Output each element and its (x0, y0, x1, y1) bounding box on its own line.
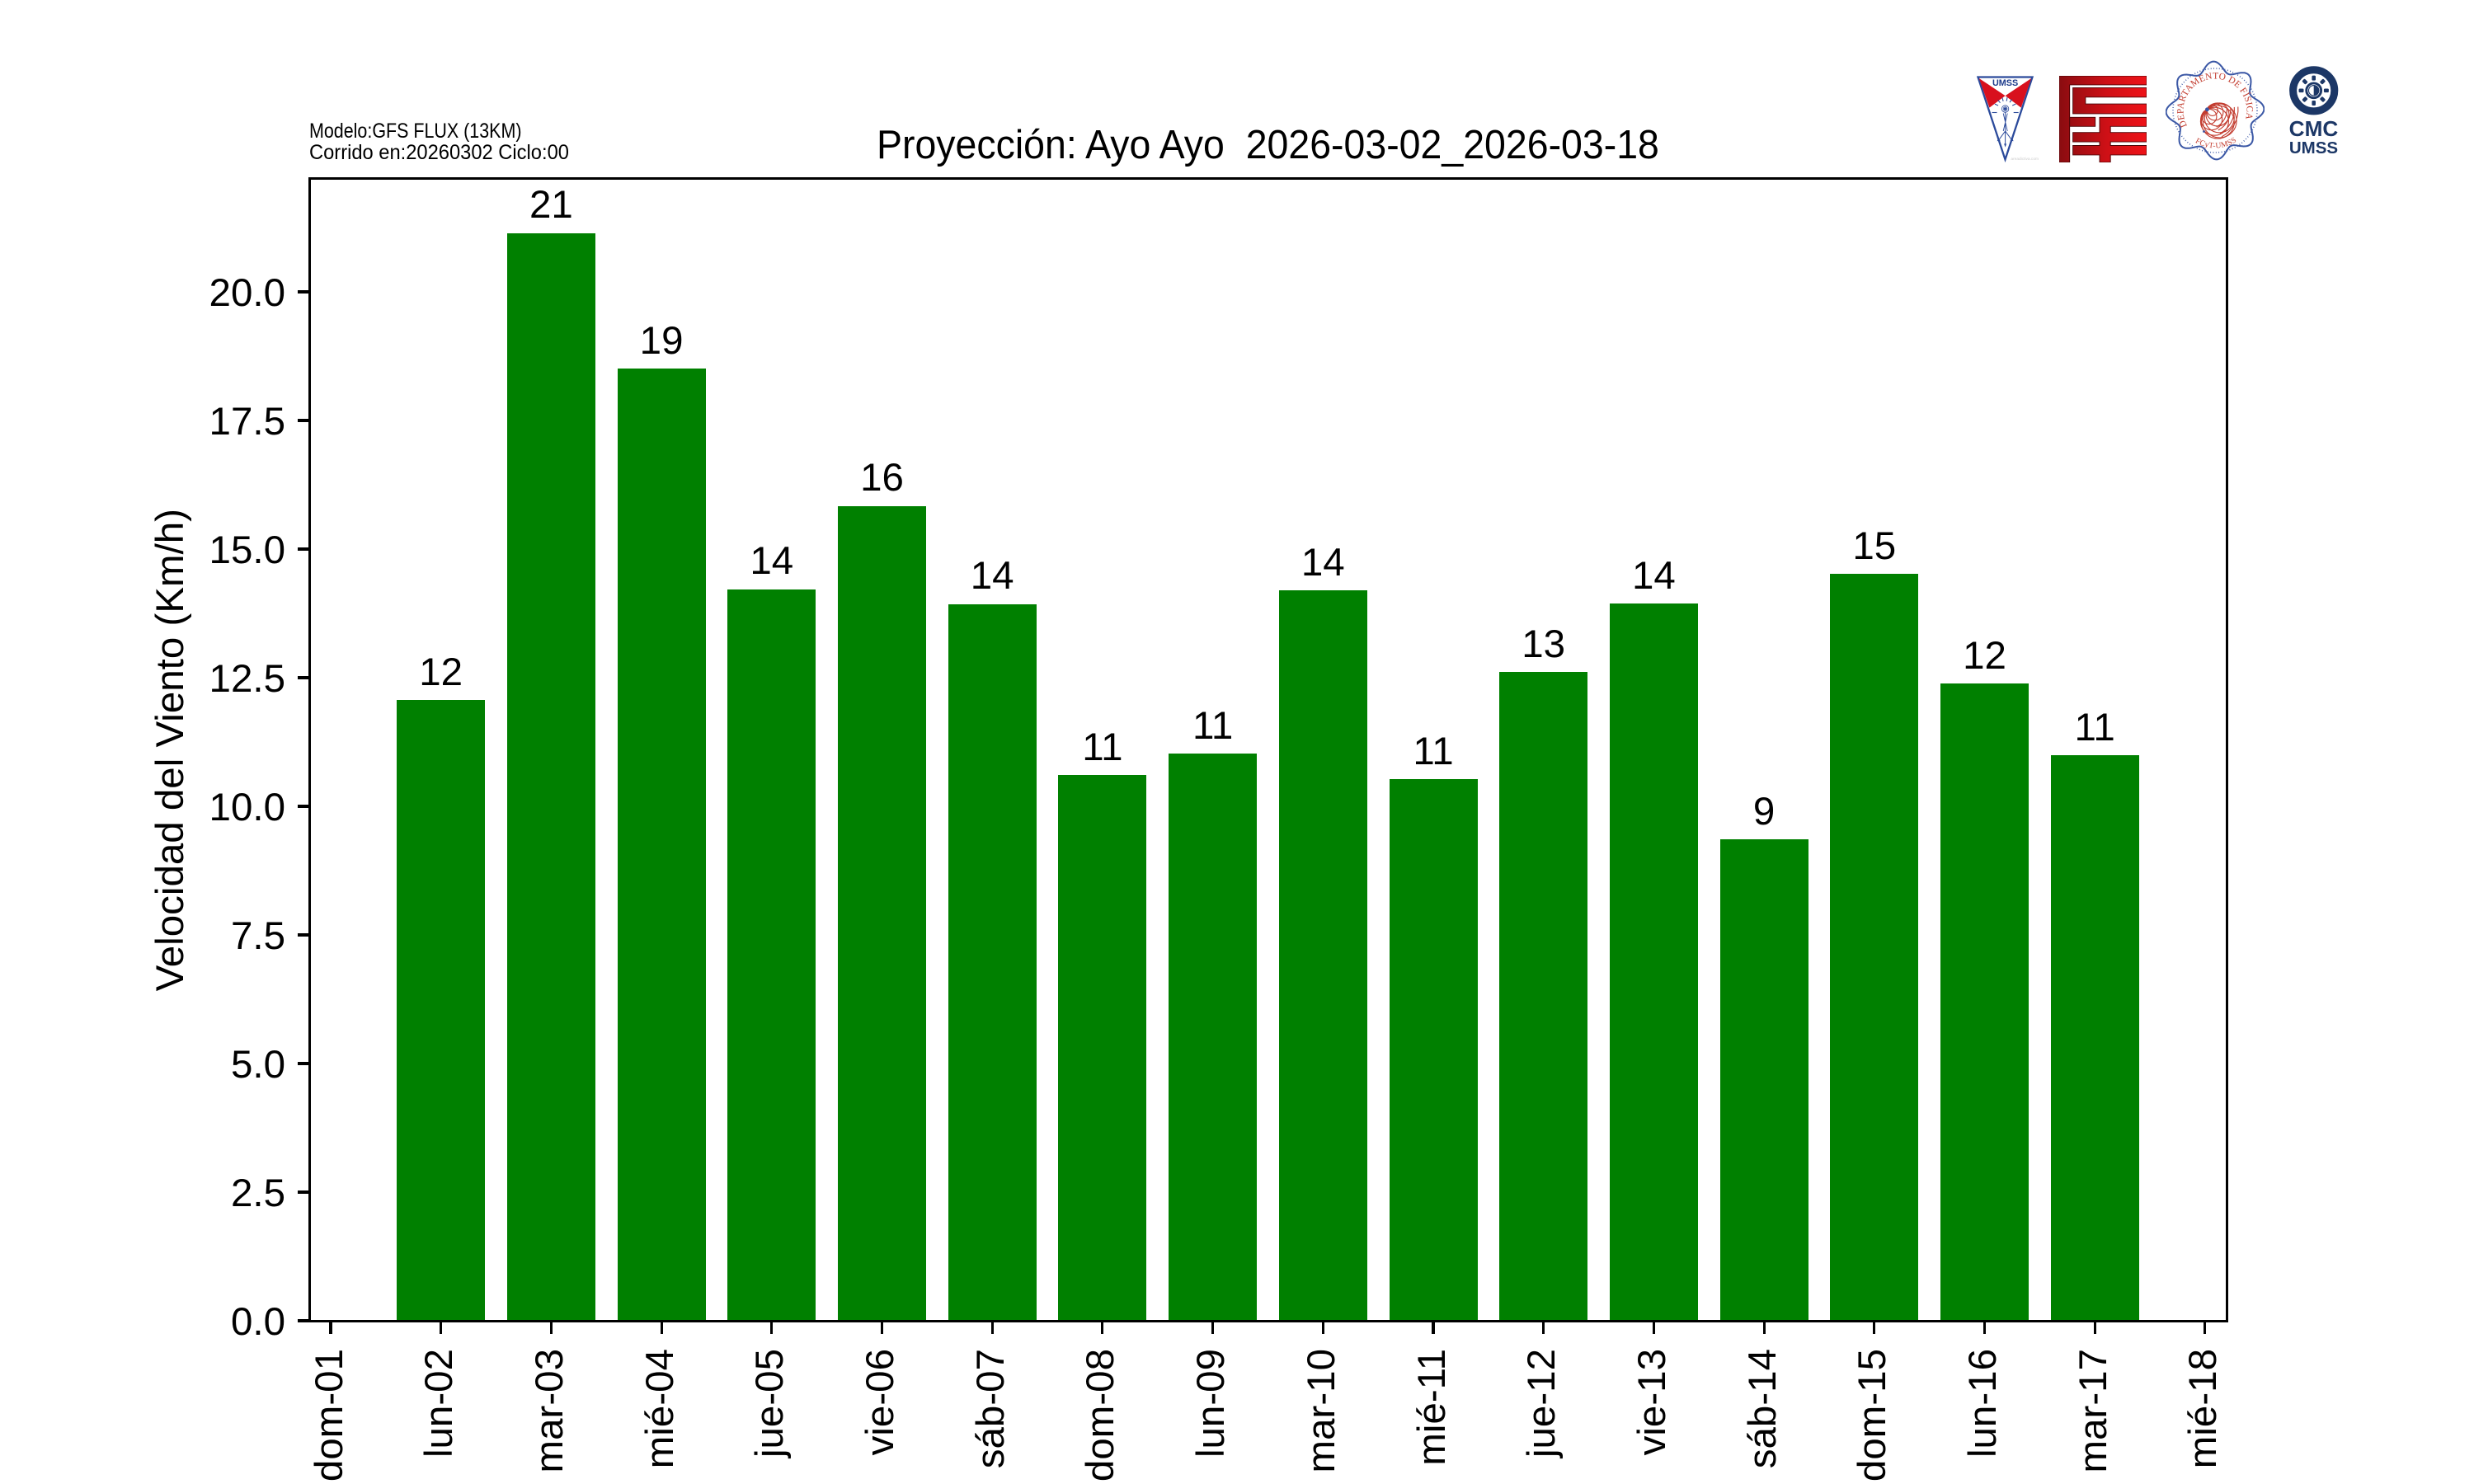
svg-text:areadictiva.com: areadictiva.com (2011, 157, 2039, 162)
svg-text:UMSS: UMSS (2289, 139, 2338, 157)
svg-text:CMC: CMC (2289, 116, 2339, 141)
svg-text:UMSS: UMSS (1992, 78, 2018, 88)
